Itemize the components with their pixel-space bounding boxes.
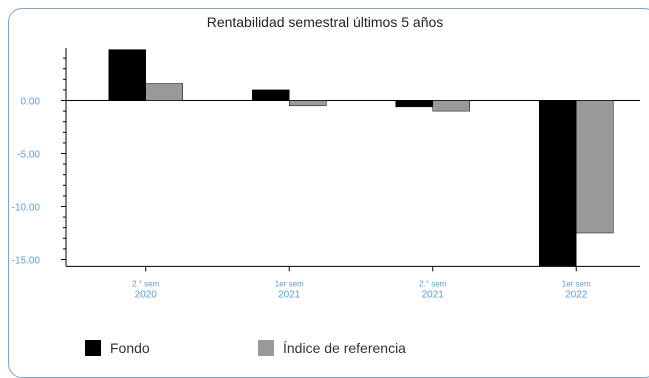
x-tick-label-3: 1er sem	[562, 279, 591, 288]
y-tick-label-2: -10.00	[12, 203, 41, 214]
x-tick-label-1: 1er sem	[275, 279, 304, 288]
x-tick-year-1: 2021	[278, 289, 301, 300]
bar-fondo-3	[539, 100, 577, 267]
y-axis: 0.00 -5.00 -10.00 -15.00	[12, 48, 67, 267]
x-tick-label-2: 2.° sem	[419, 279, 447, 288]
x-tick-year-0: 2020	[135, 289, 158, 300]
legend-label-fondo: Fondo	[110, 340, 150, 356]
y-tick-label-1: -5.00	[17, 150, 40, 161]
x-tick-year-2: 2021	[422, 289, 445, 300]
legend-item-fondo: Fondo	[85, 339, 150, 357]
bar-indice-3	[576, 100, 614, 234]
x-tick-label-0: 2.° sem	[132, 279, 160, 288]
legend-swatch-fondo	[85, 340, 101, 356]
chart-title: Rentabilidad semestral últimos 5 años	[207, 14, 444, 30]
bar-fondo-2	[395, 100, 433, 108]
bar-indice-1	[289, 100, 327, 107]
bar-indice-0	[145, 83, 183, 101]
x-tick-year-3: 2022	[565, 289, 588, 300]
legend-swatch-indice	[258, 340, 274, 356]
bar-chart: Rentabilidad semestral últimos 5 años 0.…	[12, 14, 640, 300]
bar-indice-2	[432, 100, 470, 112]
bar-fondo-0	[108, 49, 146, 101]
y-tick-label-3: -15.00	[12, 256, 41, 267]
bars	[108, 49, 614, 267]
bar-fondo-1	[252, 89, 290, 101]
legend-label-indice: Índice de referencia	[283, 340, 406, 356]
y-tick-label-0: 0.00	[21, 97, 41, 108]
legend-item-indice: Índice de referencia	[258, 339, 406, 357]
